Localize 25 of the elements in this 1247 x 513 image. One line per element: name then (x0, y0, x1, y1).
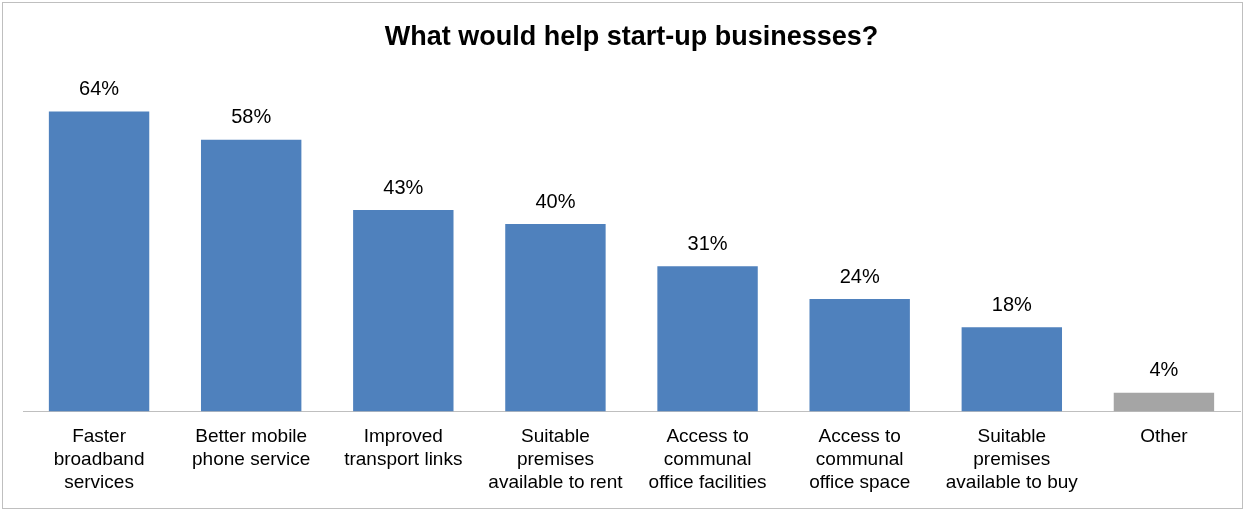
x-tick-label: Suitable premises available to buy (945, 425, 1079, 492)
data-label: 4% (1149, 358, 1179, 381)
chart-title: What would help start-up businesses? (384, 20, 879, 51)
bar (1113, 392, 1215, 412)
x-tick-label: Better mobile phone service (192, 425, 311, 470)
bar (961, 327, 1063, 412)
x-tick-label: Faster broadband services (53, 425, 145, 492)
data-label: 40% (535, 189, 576, 212)
bar (48, 111, 150, 412)
bar (657, 266, 758, 412)
data-label: 64% (79, 77, 120, 100)
data-label: 24% (839, 264, 880, 287)
bar (353, 209, 454, 412)
x-tick-label: Access to communal office space (809, 425, 911, 492)
data-label: 18% (991, 292, 1033, 315)
data-label: 58% (231, 105, 272, 128)
bar (809, 299, 910, 412)
data-label: 43% (383, 175, 424, 198)
bar (200, 139, 302, 412)
x-tick-label: Suitable premises available to rent (488, 425, 624, 492)
x-tick-label: Access to communal office facilities (648, 425, 767, 492)
data-label: 31% (687, 231, 728, 254)
x-tick-label: Improved transport links (344, 425, 463, 470)
bar (505, 224, 606, 412)
x-tick-label: Other (1140, 425, 1189, 447)
